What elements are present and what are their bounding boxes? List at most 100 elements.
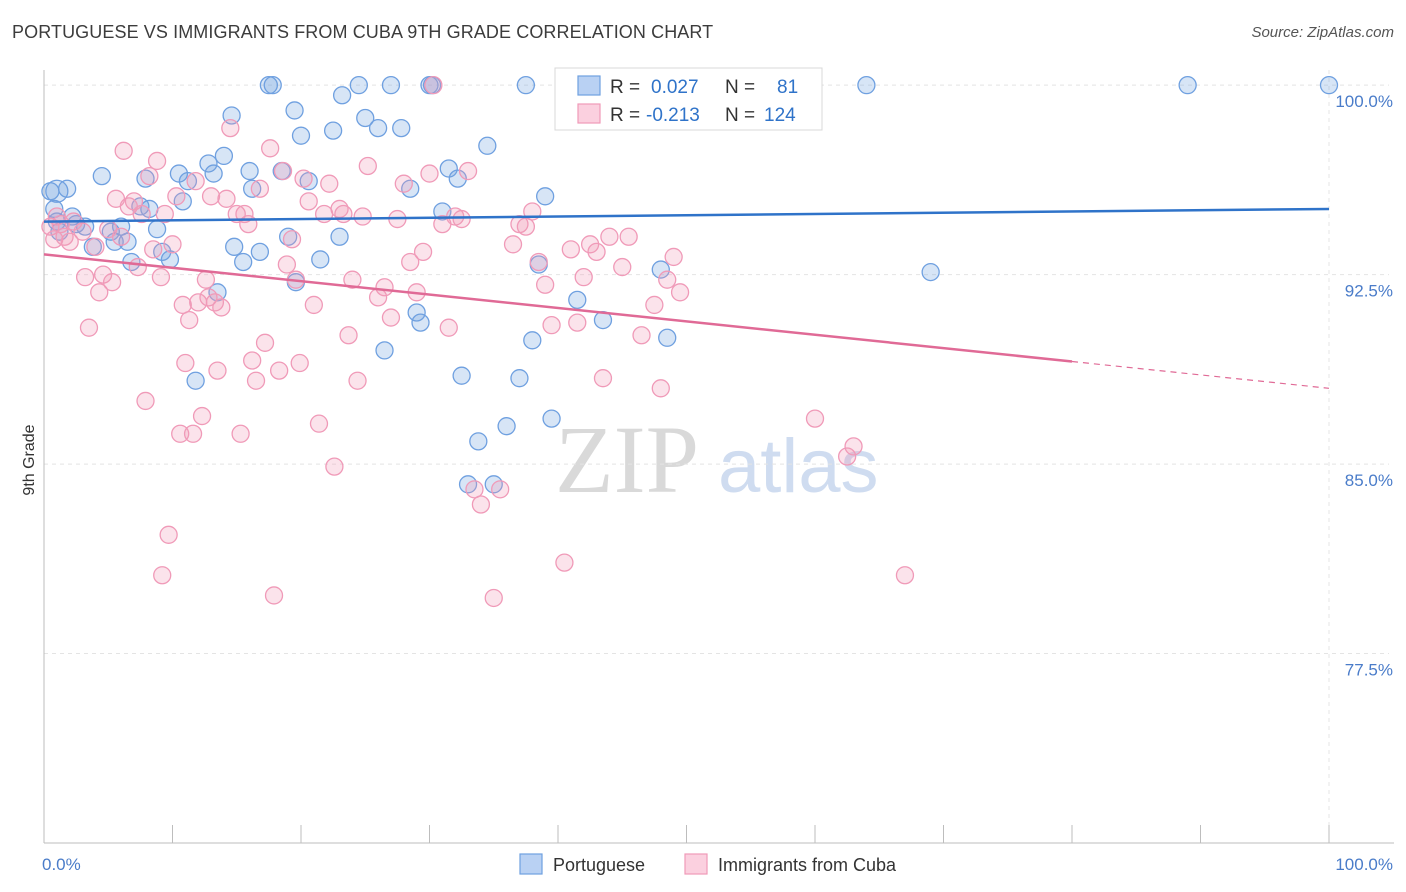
bottom-legend-label-portuguese: Portuguese xyxy=(553,855,645,875)
data-point-portuguese-44 xyxy=(323,121,343,140)
data-point-cuba-75 xyxy=(348,371,367,390)
data-point-portuguese-32 xyxy=(240,161,259,181)
trend-line-extension-cuba xyxy=(1071,360,1330,389)
y-tick-label-3: 77.5% xyxy=(1345,661,1393,680)
data-point-cuba-103 xyxy=(542,315,561,335)
data-point-cuba-59 xyxy=(273,161,293,181)
data-point-cuba-64 xyxy=(294,169,313,188)
data-point-portuguese-48 xyxy=(356,108,375,128)
data-point-portuguese-73 xyxy=(568,290,587,310)
legend-r-label-portuguese: R = xyxy=(610,77,640,98)
data-point-cuba-26 xyxy=(151,267,171,287)
data-point-cuba-107 xyxy=(574,267,593,287)
data-point-portuguese-36 xyxy=(263,76,282,95)
bottom-legend-label-cuba: Immigrants from Cuba xyxy=(718,855,897,875)
data-point-cuba-119 xyxy=(670,283,690,302)
data-point-cuba-30 xyxy=(163,235,182,254)
data-point-cuba-28 xyxy=(159,525,178,544)
watermark-atlas: atlas xyxy=(718,424,879,509)
data-point-cuba-63 xyxy=(290,353,309,373)
data-point-cuba-53 xyxy=(246,371,266,390)
data-point-cuba-77 xyxy=(358,156,377,176)
data-point-portuguese-61 xyxy=(452,366,471,385)
data-point-portuguese-41 xyxy=(291,126,311,145)
data-point-cuba-50 xyxy=(235,204,254,224)
data-point-portuguese-24 xyxy=(186,371,205,390)
trend-lines xyxy=(43,207,1330,389)
data-point-cuba-74 xyxy=(343,270,362,289)
data-point-cuba-121 xyxy=(805,409,825,428)
data-point-portuguese-40 xyxy=(285,101,304,120)
data-point-cuba-80 xyxy=(381,308,401,327)
y-tick-label-0: 100.0% xyxy=(1335,92,1393,111)
data-point-portuguese-69 xyxy=(523,331,542,350)
watermark: ZIP atlas xyxy=(555,406,879,513)
legend-r-value-cuba: -0.213 xyxy=(646,105,700,126)
legend-n-label-portuguese: N = xyxy=(725,77,755,98)
data-point-cuba-49 xyxy=(231,424,250,443)
y-tick-label-1: 92.5% xyxy=(1345,282,1393,301)
data-point-cuba-51 xyxy=(239,214,258,234)
data-point-cuba-67 xyxy=(309,414,329,433)
data-point-portuguese-79 xyxy=(921,262,940,282)
data-point-cuba-83 xyxy=(401,252,420,272)
data-point-portuguese-26 xyxy=(204,164,223,183)
x-tick-label-max: 100.0% xyxy=(1335,855,1393,874)
data-point-portuguese-20 xyxy=(160,250,180,269)
data-point-cuba-123 xyxy=(844,437,863,456)
data-point-portuguese-18 xyxy=(147,219,167,239)
data-point-portuguese-31 xyxy=(234,252,253,272)
data-point-cuba-27 xyxy=(155,204,174,224)
data-point-cuba-65 xyxy=(299,192,318,211)
data-point-portuguese-25 xyxy=(199,154,218,173)
data-point-portuguese-64 xyxy=(478,136,497,155)
data-point-portuguese-78 xyxy=(857,76,876,95)
data-point-cuba-105 xyxy=(561,240,580,259)
data-point-cuba-20 xyxy=(128,257,147,277)
chart-title: PORTUGUESE VS IMMIGRANTS FROM CUBA 9TH G… xyxy=(12,22,714,42)
data-point-cuba-122 xyxy=(837,447,857,466)
data-point-portuguese-63 xyxy=(469,432,488,451)
stats-legend: R = 0.027 N = 81 R = -0.213 N = 124 xyxy=(554,67,823,131)
data-point-cuba-73 xyxy=(339,326,358,345)
data-point-portuguese-72 xyxy=(542,409,561,428)
y-axis-label: 9th Grade xyxy=(21,424,38,495)
data-point-portuguese-47 xyxy=(349,76,368,95)
data-point-cuba-97 xyxy=(503,235,523,254)
data-point-cuba-86 xyxy=(420,164,439,183)
data-point-cuba-117 xyxy=(658,270,677,289)
data-point-cuba-111 xyxy=(600,227,619,246)
data-point-cuba-93 xyxy=(465,480,484,499)
data-point-portuguese-43 xyxy=(311,250,330,269)
data-point-portuguese-77 xyxy=(658,328,677,347)
data-point-cuba-106 xyxy=(568,313,587,332)
data-point-cuba-54 xyxy=(250,179,270,198)
data-point-cuba-69 xyxy=(320,174,339,193)
data-point-portuguese-23 xyxy=(178,172,198,191)
data-point-portuguese-35 xyxy=(259,76,279,95)
data-point-cuba-37 xyxy=(186,172,205,191)
data-point-portuguese-67 xyxy=(510,369,529,388)
data-point-portuguese-49 xyxy=(368,118,388,138)
data-point-cuba-91 xyxy=(452,209,471,229)
data-point-cuba-25 xyxy=(147,151,167,171)
data-point-cuba-33 xyxy=(173,295,192,315)
data-point-portuguese-46 xyxy=(332,86,352,105)
data-point-portuguese-66 xyxy=(497,417,516,436)
data-point-cuba-29 xyxy=(153,566,172,585)
data-point-portuguese-71 xyxy=(536,187,555,206)
data-point-cuba-85 xyxy=(413,242,433,262)
data-point-cuba-57 xyxy=(264,586,284,605)
data-point-cuba-96 xyxy=(491,480,510,499)
data-point-portuguese-76 xyxy=(651,260,670,279)
data-point-cuba-11 xyxy=(90,283,109,302)
data-point-portuguese-33 xyxy=(243,179,262,198)
data-point-cuba-95 xyxy=(484,588,503,608)
x-tick-labels: 0.0% 100.0% xyxy=(42,855,1393,874)
data-point-cuba-34 xyxy=(176,353,195,373)
bottom-legend-swatch-portuguese xyxy=(519,853,543,875)
data-point-cuba-109 xyxy=(587,242,606,262)
data-point-portuguese-28 xyxy=(214,146,234,166)
data-point-cuba-35 xyxy=(180,310,199,330)
data-point-cuba-46 xyxy=(217,189,236,208)
